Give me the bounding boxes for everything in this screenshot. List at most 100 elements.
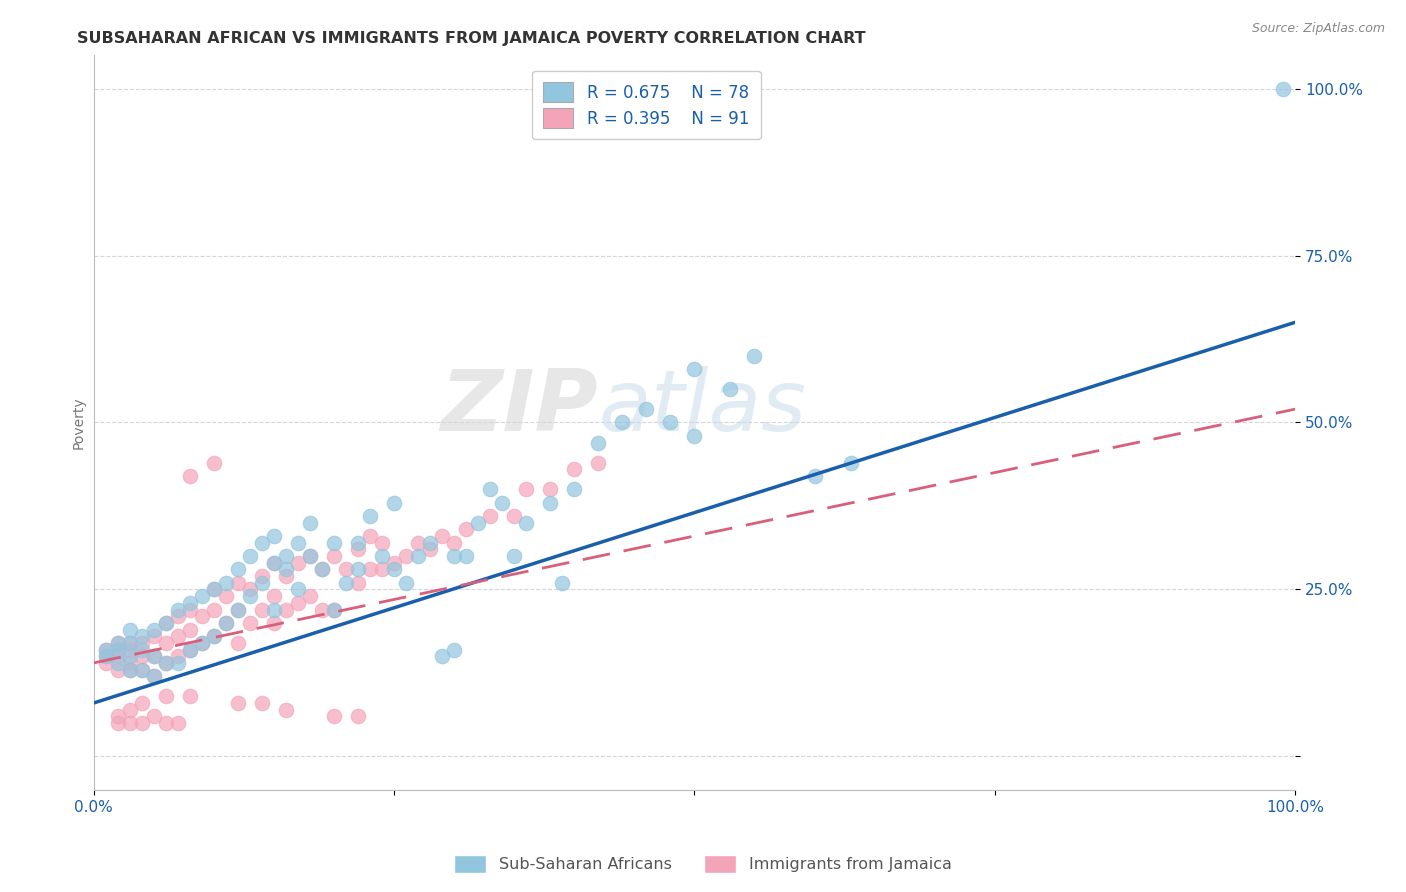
Point [250,602,273,616]
Point [142,649,165,664]
Point [118,656,141,670]
Point [298,516,321,530]
Point [202,582,225,597]
Point [382,495,405,509]
Point [335,575,357,590]
Point [322,602,344,616]
Point [347,575,370,590]
Point [683,362,706,376]
Point [155,615,177,630]
Point [515,483,537,497]
Point [107,642,129,657]
Point [430,529,453,543]
Text: SUBSAHARAN AFRICAN VS IMMIGRANTS FROM JAMAICA POVERTY CORRELATION CHART: SUBSAHARAN AFRICAN VS IMMIGRANTS FROM JA… [77,31,866,46]
Point [839,456,862,470]
Point [179,623,201,637]
Point [503,549,526,563]
Point [430,649,453,664]
Point [118,663,141,677]
Point [202,629,225,643]
Text: Source: ZipAtlas.com: Source: ZipAtlas.com [1251,22,1385,36]
Point [287,556,309,570]
Point [419,542,441,557]
Point [118,663,141,677]
Point [744,349,766,363]
Point [347,542,370,557]
Point [239,589,262,603]
Point [118,703,141,717]
Point [503,508,526,523]
Point [479,483,502,497]
Point [107,709,129,723]
Point [274,549,297,563]
Point [166,716,188,731]
Point [226,575,249,590]
Point [371,535,394,549]
Point [263,589,285,603]
Point [274,703,297,717]
Point [263,615,285,630]
Point [142,649,165,664]
Point [562,462,585,476]
Point [359,562,381,576]
Point [131,649,153,664]
Point [226,696,249,710]
Point [155,716,177,731]
Point [239,615,262,630]
Point [166,602,188,616]
Point [155,636,177,650]
Point [239,582,262,597]
Point [538,483,561,497]
Point [586,456,609,470]
Point [287,596,309,610]
Point [202,629,225,643]
Point [226,636,249,650]
Point [118,636,141,650]
Point [94,649,117,664]
Point [274,602,297,616]
Point [803,469,825,483]
Point [131,663,153,677]
Point [443,535,465,549]
Text: ZIP: ZIP [440,367,598,450]
Text: atlas: atlas [598,367,806,450]
Point [335,562,357,576]
Point [118,716,141,731]
Point [311,602,333,616]
Point [107,656,129,670]
Point [322,602,344,616]
Point [636,402,658,417]
Point [263,529,285,543]
Point [443,642,465,657]
Point [612,416,634,430]
Point [118,623,141,637]
Point [515,516,537,530]
Point [250,535,273,549]
Point [155,615,177,630]
Point [107,642,129,657]
Y-axis label: Poverty: Poverty [72,396,86,449]
Point [179,642,201,657]
Point [107,636,129,650]
Point [107,649,129,664]
Point [395,549,418,563]
Point [155,656,177,670]
Point [347,535,370,549]
Point [239,549,262,563]
Point [454,549,477,563]
Point [322,549,344,563]
Point [179,642,201,657]
Point [131,636,153,650]
Point [298,549,321,563]
Point [287,582,309,597]
Point [263,556,285,570]
Point [683,429,706,443]
Point [94,642,117,657]
Point [94,649,117,664]
Point [94,642,117,657]
Point [166,656,188,670]
Point [347,562,370,576]
Point [347,709,370,723]
Point [586,435,609,450]
Point [359,529,381,543]
